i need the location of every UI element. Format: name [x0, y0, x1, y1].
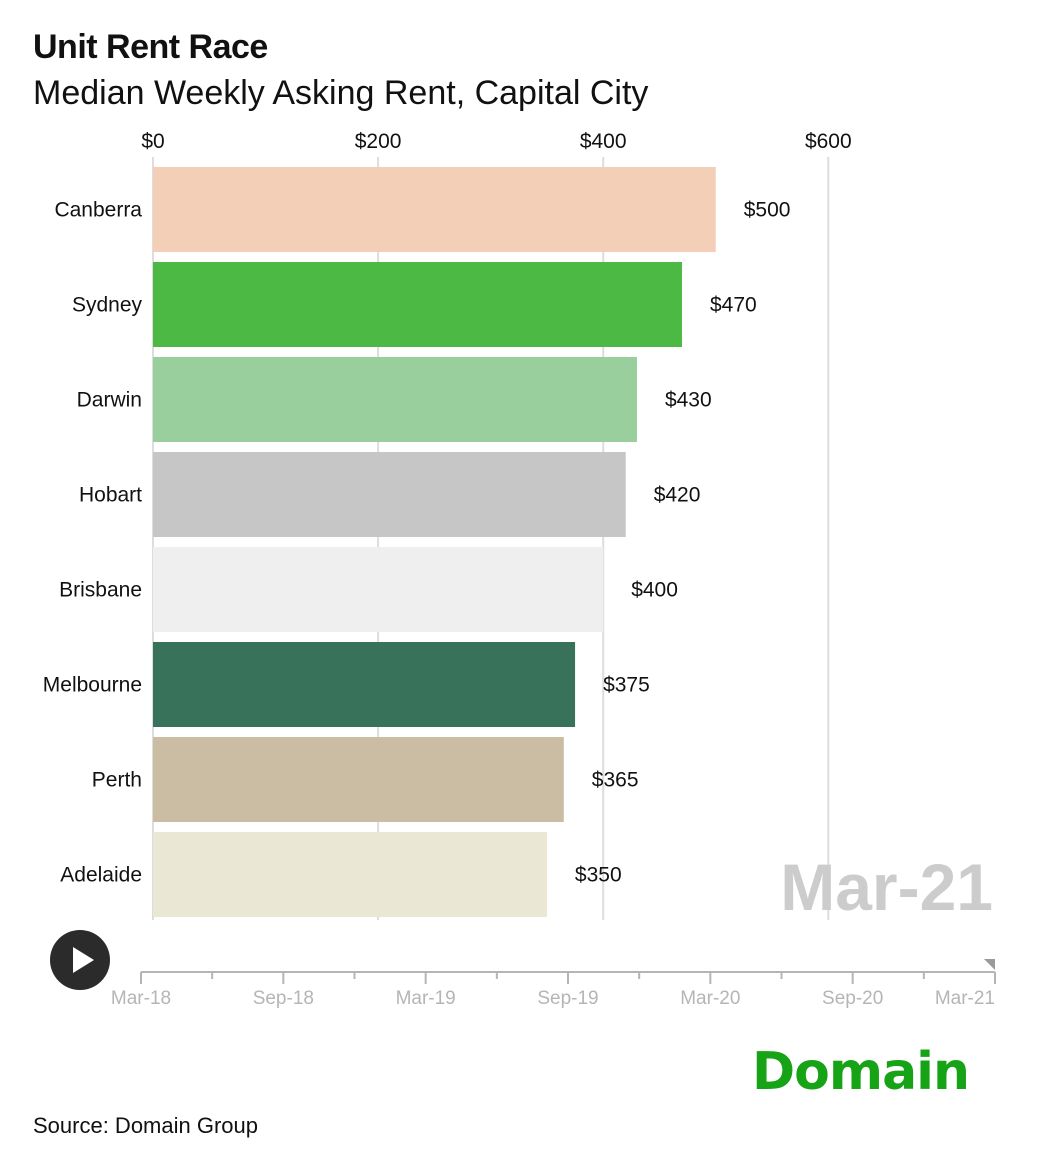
- category-label: Adelaide: [60, 864, 142, 887]
- category-label: Canberra: [54, 199, 142, 222]
- chart-subtitle: Median Weekly Asking Rent, Capital City: [33, 74, 649, 112]
- domain-logo: Domain: [752, 1042, 970, 1102]
- value-label: $400: [631, 579, 678, 602]
- bar-chart: $0 $200 $400 $600 Canberra Sydney Darwin Hobar…: [43, 130, 996, 1009]
- bar-melbourne: [153, 642, 576, 727]
- value-label: $470: [710, 294, 757, 317]
- chart-title: Unit Rent Race: [33, 28, 268, 66]
- category-label: Brisbane: [59, 579, 142, 602]
- value-label: $375: [603, 674, 650, 697]
- x-tick-label: $200: [355, 130, 402, 153]
- bar-canberra: [153, 167, 716, 252]
- category-label: Perth: [92, 769, 142, 792]
- category-labels: Canberra Sydney Darwin Hobart Brisbane Melbou…: [43, 199, 143, 887]
- timeline-label: Mar-20: [680, 988, 740, 1009]
- x-tick-label: $600: [805, 130, 852, 153]
- timeline-handle-icon: [984, 959, 995, 970]
- bar-hobart: [153, 452, 626, 537]
- value-labels: $500 $470 $430 $420 $400 $375 $365 $350: [575, 199, 791, 887]
- x-tick-labels: $0 $200 $400 $600: [141, 130, 851, 153]
- value-label: $420: [654, 484, 701, 507]
- x-tick-label: $400: [580, 130, 627, 153]
- source-note: Source: Domain Group: [33, 1113, 258, 1138]
- bars: [153, 167, 716, 917]
- timeline-label: Sep-18: [253, 988, 314, 1009]
- value-label: $365: [592, 769, 639, 792]
- bar-adelaide: [153, 832, 547, 917]
- category-label: Darwin: [77, 389, 142, 412]
- bar-brisbane: [153, 547, 604, 632]
- bar-sydney: [153, 262, 682, 347]
- value-label: $430: [665, 389, 712, 412]
- timeline-label: Sep-19: [537, 988, 598, 1009]
- timeline-label: Mar-18: [111, 988, 171, 1009]
- bar-darwin: [153, 357, 637, 442]
- value-label: $350: [575, 864, 622, 887]
- category-label: Melbourne: [43, 674, 142, 697]
- timeline: Mar-18 Sep-18 Mar-19 Sep-19 Mar-20 Sep-20 Mar-…: [111, 959, 996, 1009]
- bar-perth: [153, 737, 564, 822]
- value-label: $500: [744, 199, 791, 222]
- timeline-label: Mar-19: [396, 988, 456, 1009]
- play-button[interactable]: [50, 930, 110, 990]
- category-label: Hobart: [79, 484, 142, 507]
- timeline-label: Mar-21: [935, 988, 995, 1009]
- category-label: Sydney: [72, 294, 143, 317]
- timeline-label: Sep-20: [822, 988, 883, 1009]
- period-label: Mar-21: [780, 850, 993, 924]
- x-tick-label: $0: [141, 130, 164, 153]
